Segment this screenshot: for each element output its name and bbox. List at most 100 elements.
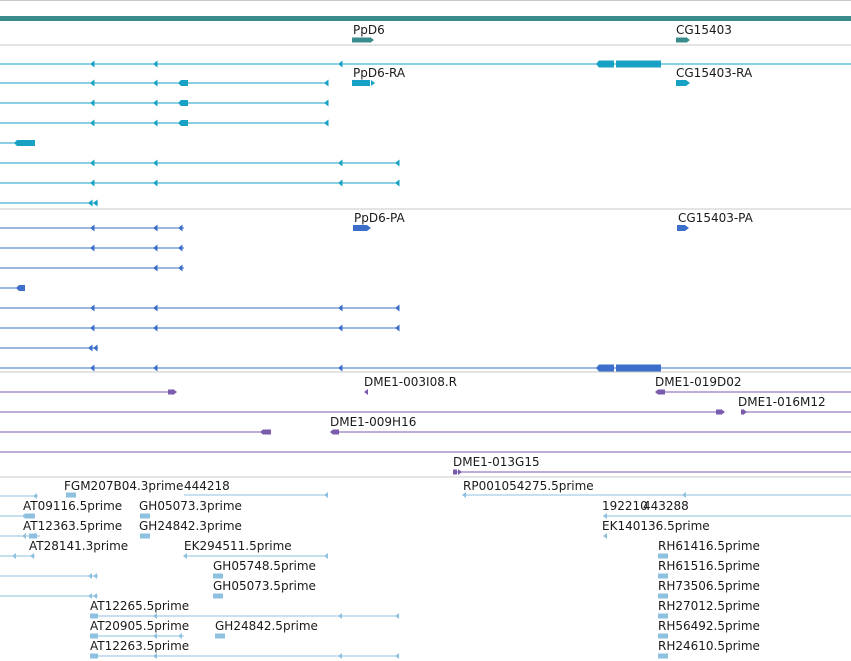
strand-arrow-left (93, 199, 98, 207)
strand-arrow-left (395, 653, 399, 659)
feature-label: AT09116.5prime (23, 499, 122, 513)
exon-block (90, 633, 98, 639)
strand-arrow-left (338, 159, 343, 167)
feature-label: RH61516.5prime (658, 559, 760, 573)
strand-arrow-left (90, 79, 95, 87)
strand-arrow-left (90, 119, 95, 127)
strand-arrow-left (93, 344, 98, 352)
feature-label: FGM207B04.3prime (64, 479, 183, 493)
feature-label: CG15403-RA (676, 66, 753, 80)
strand-arrow-left (93, 573, 97, 579)
strand-arrow-left (682, 492, 686, 498)
exon-block (658, 573, 668, 579)
strand-arrow-right (367, 225, 371, 231)
strand-arrow-left (153, 324, 158, 332)
strand-arrow-left (153, 613, 157, 619)
strand-arrow-left (12, 553, 16, 559)
feature-label: PpD6-RA (353, 66, 406, 80)
exon-block (658, 553, 668, 559)
strand-arrow-left (395, 159, 400, 167)
strand-arrow-left (153, 179, 158, 187)
strand-arrow-left (603, 513, 607, 519)
exon-block (596, 60, 614, 68)
strand-arrow-left (178, 244, 183, 252)
feature-label: PpD6-PA (354, 211, 406, 225)
exon-block (676, 37, 686, 43)
feature-label: AT12363.5prime (23, 519, 122, 533)
strand-arrow-left (603, 533, 607, 539)
exon-block (14, 140, 35, 146)
exon-block (260, 429, 271, 435)
feature-label: RH61416.5prime (658, 539, 760, 553)
exon-block (168, 389, 174, 395)
strand-arrow-left (153, 633, 157, 639)
strand-arrow-left (183, 553, 187, 559)
strand-arrow-right (370, 37, 374, 43)
exon-block (352, 37, 370, 43)
feature-label: RP001054275.5prime (463, 479, 594, 493)
exon-block (716, 409, 721, 415)
exon-block (90, 613, 98, 619)
exon-block (66, 492, 76, 498)
strand-arrow-left (395, 324, 400, 332)
exon-block (178, 100, 188, 106)
protein-track-features[interactable]: PpD6-PA CG15403-PA (0, 211, 851, 372)
strand-arrow-left (153, 364, 158, 372)
strand-arrow-left (90, 99, 95, 107)
strand-arrow-left (153, 119, 158, 127)
feature-label: CG15403 (676, 23, 732, 37)
feature-label: 443288 (643, 499, 689, 513)
exon-block (29, 533, 37, 539)
feature-label: AT28141.3prime (29, 539, 128, 553)
feature-label: RH27012.5prime (658, 599, 760, 613)
exon-block (453, 469, 457, 475)
exon-block (140, 513, 150, 519)
exon-block (215, 633, 225, 639)
strand-arrow-right (458, 469, 462, 475)
feature-label: RH24610.5prime (658, 639, 760, 653)
transcript-track-features[interactable]: PpD6-RA CG15403-RA (0, 60, 851, 207)
strand-arrow-left (153, 60, 158, 68)
exon-block (677, 225, 685, 231)
strand-arrow-left (30, 553, 34, 559)
strand-arrow-left (153, 224, 158, 232)
strand-arrow-right (173, 389, 177, 395)
strand-arrow-left (90, 364, 95, 372)
feature-label: RH73506.5prime (658, 579, 760, 593)
exon-block (213, 593, 223, 599)
strand-arrow-left (22, 533, 26, 539)
strand-arrow-left (153, 304, 158, 312)
strand-arrow-left (88, 344, 93, 352)
exon-block (676, 80, 686, 86)
strand-arrow-left (178, 264, 183, 272)
strand-arrow-left (88, 573, 92, 579)
feature-label: DME1-003I08.R (364, 375, 457, 389)
strand-arrow-right (685, 225, 689, 231)
strand-arrow-left (88, 593, 92, 599)
feature-label: DME1-013G15 (453, 455, 540, 469)
gene-track-features[interactable]: PpD6 CG15403 (352, 23, 732, 43)
strand-arrow-left (462, 492, 466, 498)
strand-arrow-left (324, 79, 329, 87)
strand-arrow-left (153, 99, 158, 107)
feature-label: DME1-016M12 (738, 395, 826, 409)
est-track-features[interactable]: FGM207B04.3prime 444218 RP001054275.5prime… (0, 479, 851, 659)
feature-label: 192210 (602, 499, 648, 513)
strand-arrow-right (721, 409, 725, 415)
feature-label: PpD6 (353, 23, 385, 37)
exon-block (616, 364, 661, 372)
strand-arrow-left (395, 613, 399, 619)
exon-block (658, 613, 668, 619)
exon-block (616, 60, 661, 68)
insertion-track-features[interactable]: DME1-003I08.R DME1-019D02 DME1-016M12 DME1-… (0, 375, 851, 475)
exon-block (655, 389, 665, 395)
exon-block (330, 429, 339, 435)
exon-block (90, 653, 98, 659)
strand-arrow-right (371, 80, 375, 86)
strand-arrow-left (324, 553, 328, 559)
feature-label: GH05748.5prime (213, 559, 316, 573)
strand-arrow-left (153, 79, 158, 87)
feature-label: AT12265.5prime (90, 599, 189, 613)
